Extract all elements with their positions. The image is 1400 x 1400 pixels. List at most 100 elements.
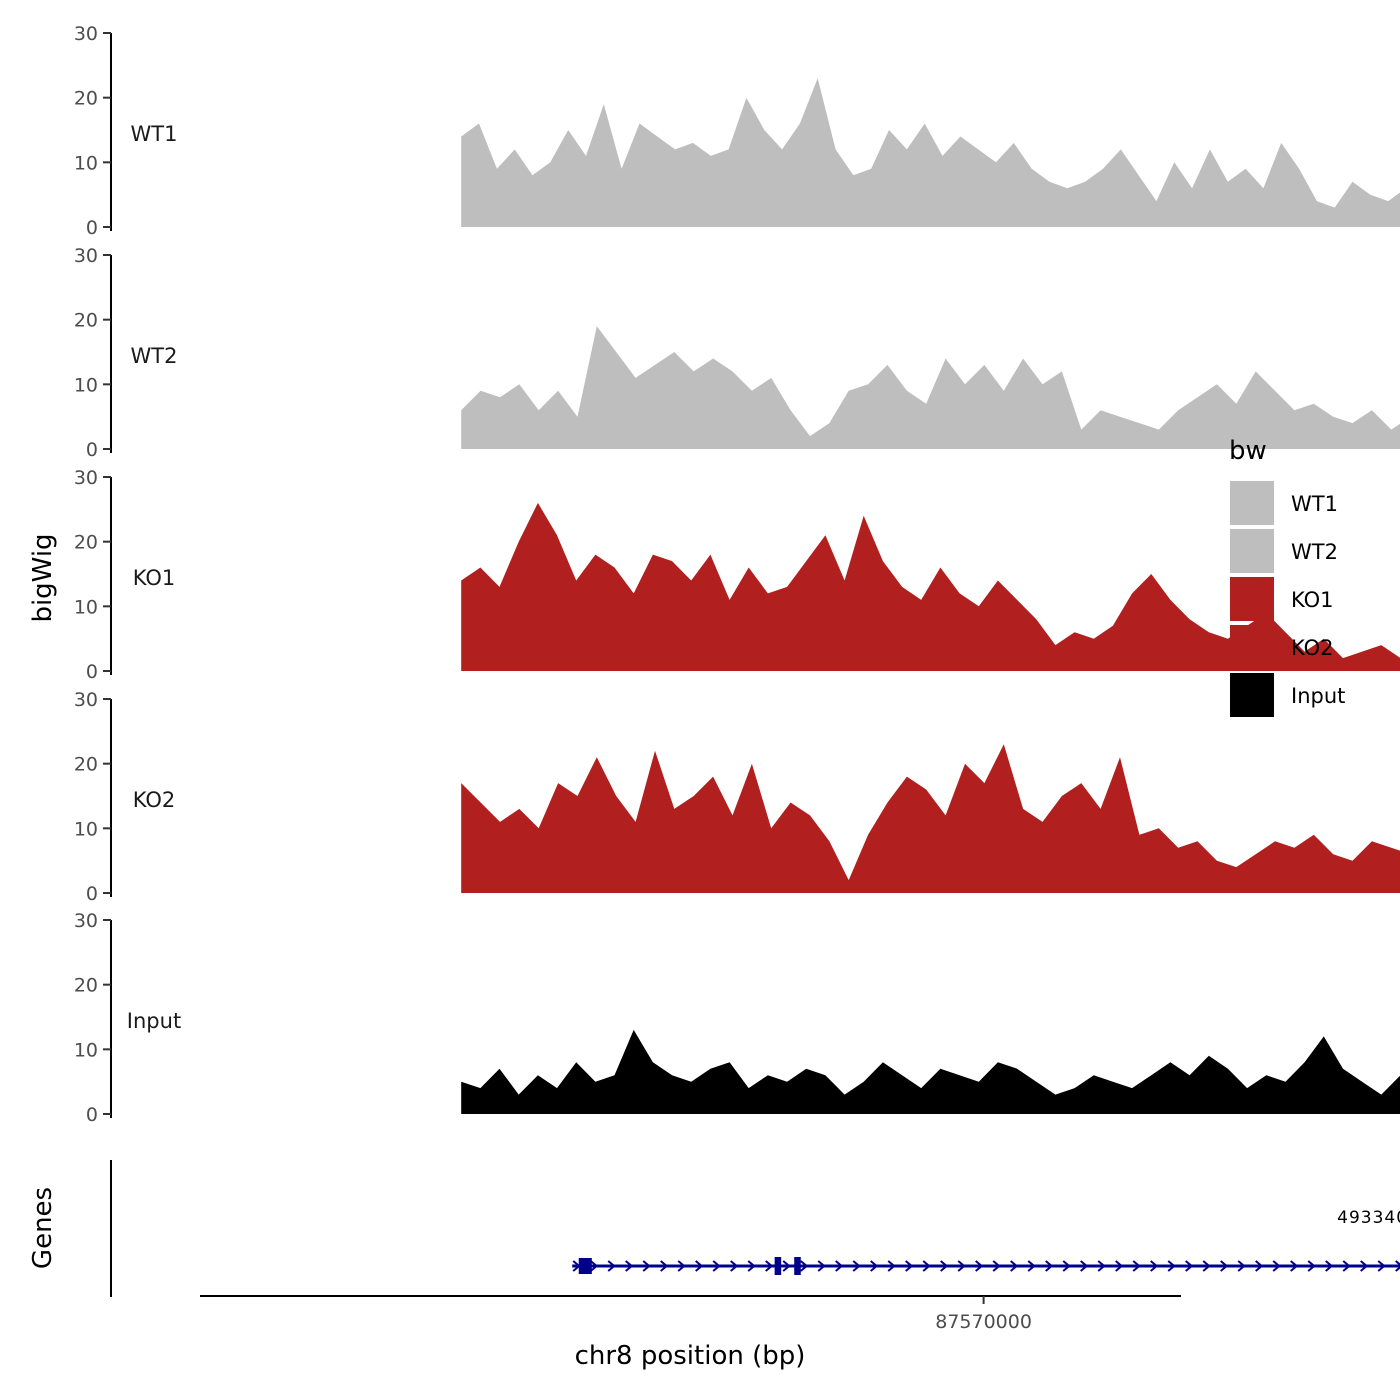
strand-arrow xyxy=(625,1260,634,1272)
exon-2 xyxy=(774,1257,782,1275)
track-label-ko2: KO2 xyxy=(133,788,176,812)
y-axis-title: bigWig xyxy=(28,533,58,622)
strand-arrow xyxy=(1237,1260,1246,1272)
y-tick-label-input-0: 0 xyxy=(86,1104,98,1126)
coverage-area-input xyxy=(461,1029,1400,1114)
strand-arrow xyxy=(870,1260,879,1272)
y-tick-label-ko2-10: 10 xyxy=(74,818,98,840)
strand-arrow xyxy=(1027,1260,1036,1272)
y-tick-label-wt1-30: 30 xyxy=(74,23,98,45)
strand-arrow xyxy=(905,1260,914,1272)
strand-arrow xyxy=(975,1260,984,1272)
strand-arrow xyxy=(1062,1260,1071,1272)
legend: bw WT1 WT2 KO1 KO2 Input xyxy=(1229,436,1345,717)
x-axis-ticks: 875700008758000087590000 xyxy=(935,1296,1032,1333)
legend-label-input: Input xyxy=(1291,684,1345,708)
track-label-input: Input xyxy=(127,1009,181,1033)
legend-label-ko1: KO1 xyxy=(1291,588,1334,612)
strand-arrow xyxy=(1150,1260,1159,1272)
legend-swatch-input xyxy=(1230,673,1274,717)
exon-3 xyxy=(794,1257,801,1275)
strand-arrow xyxy=(607,1260,616,1272)
legend-item-input: Input xyxy=(1230,673,1345,717)
legend-item-ko2: KO2 xyxy=(1230,625,1334,669)
legend-swatch-ko1 xyxy=(1230,577,1274,621)
legend-item-ko1: KO1 xyxy=(1230,577,1334,621)
genes-axis-title: Genes xyxy=(28,1187,58,1269)
strand-arrow xyxy=(782,1260,791,1272)
coverage-tracks: 0 10 20 30 WT1 0 10 20 30 WT2 0 10 20 30 KO1 0 10 20 30 KO2… xyxy=(74,23,1400,1126)
legend-swatch-wt2 xyxy=(1230,529,1274,573)
strand-arrow xyxy=(1325,1260,1334,1272)
strand-arrow xyxy=(1290,1260,1299,1272)
strand-arrow xyxy=(1080,1260,1089,1272)
strand-arrow xyxy=(1167,1260,1176,1272)
strand-arrow xyxy=(887,1260,896,1272)
coverage-area-ko1 xyxy=(461,502,1400,671)
track-input: 0 10 20 30 Input xyxy=(74,910,1400,1126)
x-tick-label-87570000: 87570000 xyxy=(935,1311,1032,1333)
strand-arrow xyxy=(922,1260,931,1272)
coverage-area-wt2 xyxy=(461,326,1400,449)
y-tick-label-ko2-20: 20 xyxy=(74,754,98,776)
strand-arrow xyxy=(800,1260,809,1272)
strand-arrow xyxy=(1307,1260,1316,1272)
strand-arrow xyxy=(695,1260,704,1272)
coverage-area-ko2 xyxy=(461,744,1400,893)
strand-arrow xyxy=(1115,1260,1124,1272)
strand-arrow xyxy=(660,1260,669,1272)
strand-arrow xyxy=(817,1260,826,1272)
strand-arrow xyxy=(1255,1260,1264,1272)
y-tick-label-wt1-20: 20 xyxy=(74,88,98,110)
strand-arrow xyxy=(1360,1260,1369,1272)
strand-arrow xyxy=(1097,1260,1106,1272)
track-wt2: 0 10 20 30 WT2 xyxy=(74,245,1400,461)
strand-arrow xyxy=(940,1260,949,1272)
y-tick-label-wt2-30: 30 xyxy=(74,245,98,267)
strand-arrow xyxy=(957,1260,966,1272)
gene-name-label: 4933402J07Rik xyxy=(1337,1208,1400,1228)
strand-arrow xyxy=(1395,1260,1400,1272)
y-tick-label-input-20: 20 xyxy=(74,975,98,997)
strand-arrow xyxy=(852,1260,861,1272)
y-tick-label-wt2-20: 20 xyxy=(74,310,98,332)
y-tick-label-wt1-0: 0 xyxy=(86,217,98,239)
y-tick-label-wt2-10: 10 xyxy=(74,374,98,396)
strand-arrow xyxy=(835,1260,844,1272)
track-label-wt2: WT2 xyxy=(131,344,178,368)
track-ko1: 0 10 20 30 KO1 xyxy=(74,467,1400,683)
y-tick-label-ko2-0: 0 xyxy=(86,883,98,905)
strand-arrow xyxy=(765,1260,774,1272)
strand-arrow xyxy=(1377,1260,1386,1272)
legend-label-ko2: KO2 xyxy=(1291,636,1334,660)
y-tick-label-ko1-10: 10 xyxy=(74,596,98,618)
y-tick-label-input-30: 30 xyxy=(74,910,98,932)
strand-arrow xyxy=(1202,1260,1211,1272)
coverage-area-wt1 xyxy=(461,78,1400,227)
strand-arrow xyxy=(590,1260,599,1272)
strand-arrow xyxy=(1132,1260,1141,1272)
track-wt1: 0 10 20 30 WT1 xyxy=(74,23,1400,239)
x-axis: 875700008758000087590000 chr8 position (… xyxy=(200,1295,1181,1371)
strand-arrow xyxy=(712,1260,721,1272)
legend-title: bw xyxy=(1229,436,1267,466)
strand-arrow xyxy=(1342,1260,1351,1272)
legend-item-wt2: WT2 xyxy=(1230,529,1338,573)
y-tick-label-ko1-20: 20 xyxy=(74,532,98,554)
track-label-wt1: WT1 xyxy=(131,122,178,146)
strand-arrow xyxy=(1010,1260,1019,1272)
y-tick-label-ko1-30: 30 xyxy=(74,467,98,489)
strand-arrow xyxy=(1185,1260,1194,1272)
track-ko2: 0 10 20 30 KO2 xyxy=(74,689,1400,905)
legend-swatch-ko2 xyxy=(1230,625,1274,669)
strand-arrow xyxy=(730,1260,739,1272)
strand-arrow xyxy=(992,1260,1001,1272)
strand-arrow xyxy=(747,1260,756,1272)
y-tick-label-ko2-30: 30 xyxy=(74,689,98,711)
track-label-ko1: KO1 xyxy=(133,566,176,590)
strand-arrow xyxy=(677,1260,686,1272)
y-tick-label-wt1-10: 10 xyxy=(74,152,98,174)
y-tick-label-wt2-0: 0 xyxy=(86,439,98,461)
